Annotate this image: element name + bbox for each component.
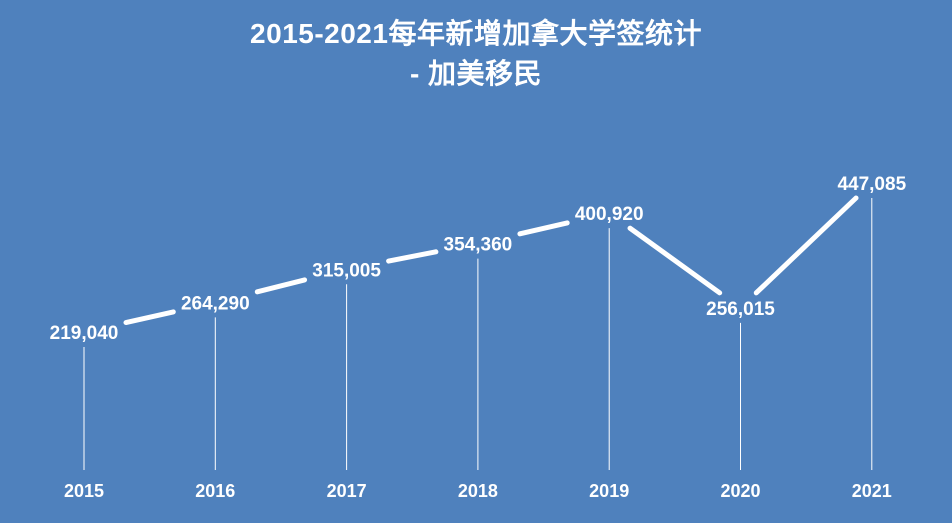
- series-segment-2016-2017: [254, 277, 308, 295]
- data-labels-group: 219,040 264,290 315,005 354,360 400,920 256,0…: [50, 174, 907, 344]
- x-tick-label-2018: 2018: [458, 481, 498, 501]
- x-tick-label-2015: 2015: [64, 481, 104, 501]
- series-segment-2020-2021: [753, 195, 859, 296]
- data-label-2021: 447,085: [837, 174, 906, 195]
- x-tick-label-2016: 2016: [195, 481, 235, 501]
- data-label-2019: 400,920: [575, 204, 644, 225]
- series-segment-2017-2018: [386, 249, 439, 264]
- series-segment-2015-2016: [123, 309, 176, 326]
- x-tick-label-2020: 2020: [720, 481, 760, 501]
- data-label-2018: 354,360: [444, 235, 513, 256]
- data-label-2016: 264,290: [181, 293, 250, 314]
- x-axis-tick-labels: 2015 2016 2017 2018 2019 2020 2021: [64, 481, 892, 501]
- chart-title-line-1: 2015-2021每年新增加拿大学签统计: [250, 18, 702, 49]
- data-label-2015: 219,040: [50, 323, 119, 344]
- series-segment-2019-2020: [627, 225, 723, 296]
- x-tick-label-2021: 2021: [852, 481, 892, 501]
- data-label-2020: 256,015: [706, 299, 775, 320]
- drop-lines-group: [83, 198, 873, 470]
- data-label-2017: 315,005: [312, 260, 381, 281]
- chart-title: 2015-2021每年新增加拿大学签统计 - 加美移民: [0, 14, 952, 94]
- chart-title-line-2: - 加美移民: [409, 58, 543, 89]
- x-tick-label-2017: 2017: [327, 481, 367, 501]
- series-segment-2018-2019: [517, 220, 570, 237]
- x-tick-label-2019: 2019: [589, 481, 629, 501]
- series-line-group: [123, 195, 859, 326]
